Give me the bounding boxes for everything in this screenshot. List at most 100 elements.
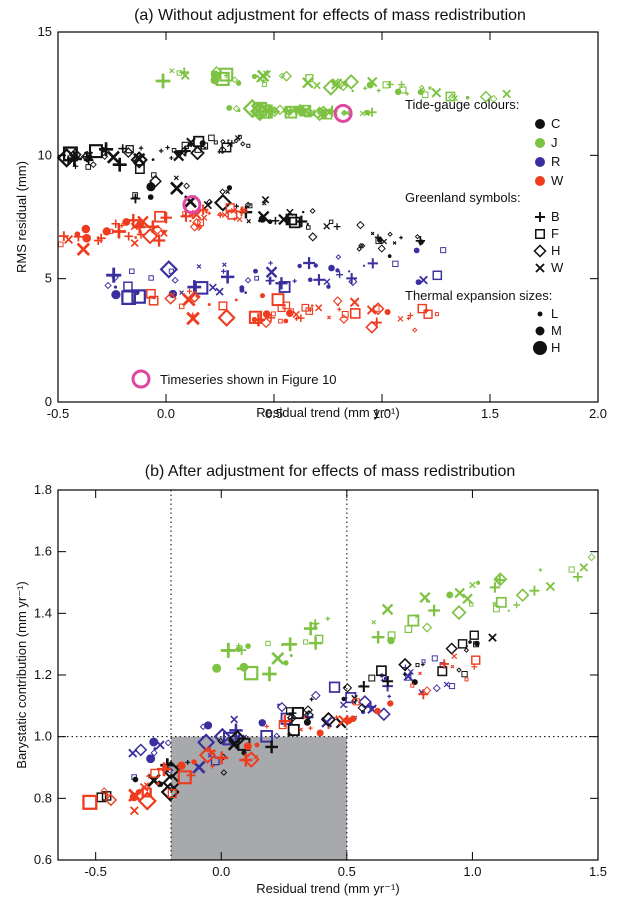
data-point: [203, 200, 213, 210]
data-point: [244, 291, 248, 295]
data-point: [387, 231, 393, 237]
data-point: [210, 75, 220, 85]
data-point: [234, 135, 241, 141]
data-point: [66, 151, 82, 167]
data-point: [57, 241, 64, 248]
panel-b: (b) After adjustment for effects of mass…: [14, 463, 607, 896]
data-point: [119, 223, 125, 228]
data-point: [282, 301, 291, 310]
data-point: [417, 88, 424, 96]
data-point: [349, 297, 360, 308]
data-point: [394, 88, 402, 96]
data-point: [368, 674, 376, 682]
data-point: [327, 315, 332, 320]
data-point: [210, 763, 215, 769]
data-point: [464, 677, 469, 682]
data-point: [234, 298, 238, 302]
data-point: [291, 706, 305, 720]
data-point: [283, 318, 289, 324]
data-point: [387, 700, 394, 707]
data-point: [313, 274, 325, 286]
panel-a-ticks: -0.5 0.0 0.5 1.0 1.5 2.0 0 5 10 15: [38, 24, 608, 421]
data-point: [479, 90, 492, 103]
data-point: [334, 715, 339, 720]
data-point: [177, 770, 192, 785]
data-point: [449, 683, 456, 690]
data-point: [248, 310, 263, 324]
data-point: [451, 605, 467, 621]
data-point: [254, 742, 260, 748]
data-point: [410, 683, 415, 688]
data-point: [283, 637, 298, 652]
data-point: [308, 726, 313, 731]
data-point: [371, 317, 382, 328]
data-point: [320, 711, 337, 728]
series-C-2: [56, 134, 251, 172]
panel-b-x-axis-label: Residual trend (mm yr⁻¹): [256, 881, 399, 896]
data-point: [213, 727, 232, 746]
data-point: [287, 723, 300, 737]
data-point: [359, 243, 366, 249]
data-point: [237, 108, 241, 113]
data-point: [181, 292, 196, 307]
data-point: [113, 285, 118, 289]
data-point: [325, 616, 331, 622]
data-point: [387, 254, 392, 258]
data-point: [218, 301, 228, 311]
legend-size-dot-icon: [537, 311, 543, 317]
data-point: [220, 769, 228, 776]
legend-colour-dot-icon: [535, 138, 545, 148]
data-point: [82, 794, 98, 810]
data-point: [221, 211, 228, 218]
data-point: [232, 104, 241, 113]
data-point: [278, 721, 287, 730]
data-point: [418, 671, 422, 676]
panel-a-x-axis-label: Residual trend (mm yr⁻¹): [256, 405, 399, 420]
data-point: [186, 288, 193, 294]
data-point: [397, 315, 404, 322]
data-point: [221, 269, 226, 274]
data-point: [489, 582, 501, 593]
data-point: [468, 602, 474, 607]
data-point: [207, 302, 211, 307]
data-point: [212, 749, 216, 753]
y-tick-label: 10: [38, 147, 52, 162]
data-point: [130, 239, 139, 248]
data-point: [250, 103, 266, 119]
data-point: [213, 193, 232, 212]
data-point: [100, 147, 107, 153]
data-point: [422, 686, 432, 695]
y-tick-label: 1.2: [34, 667, 52, 682]
data-point: [278, 213, 290, 226]
data-point: [446, 591, 454, 599]
data-point: [307, 277, 313, 283]
data-point: [108, 228, 114, 234]
data-point: [328, 219, 334, 225]
data-point: [253, 268, 258, 274]
data-point: [222, 262, 227, 268]
data-point: [289, 308, 295, 313]
data-point: [413, 247, 420, 254]
y-tick-label: 0.6: [34, 852, 52, 867]
panel-b-y-axis-label: Barystatic contribution (mm yr⁻¹): [14, 581, 29, 768]
data-point: [428, 604, 440, 617]
data-point: [431, 87, 442, 98]
data-point: [367, 76, 378, 88]
data-point: [146, 773, 152, 779]
data-point: [376, 665, 387, 677]
data-point: [156, 781, 160, 786]
series-W-6: [146, 288, 439, 334]
data-point: [431, 655, 438, 662]
data-point: [336, 271, 344, 279]
data-point: [236, 206, 247, 217]
legend-colour-label: J: [551, 135, 558, 150]
legend-colour-label: R: [551, 154, 560, 169]
data-point: [362, 264, 366, 267]
data-point: [171, 276, 179, 284]
y-tick-label: 0: [45, 394, 52, 409]
data-point: [243, 742, 252, 751]
data-point: [335, 254, 342, 260]
data-point: [111, 219, 120, 228]
